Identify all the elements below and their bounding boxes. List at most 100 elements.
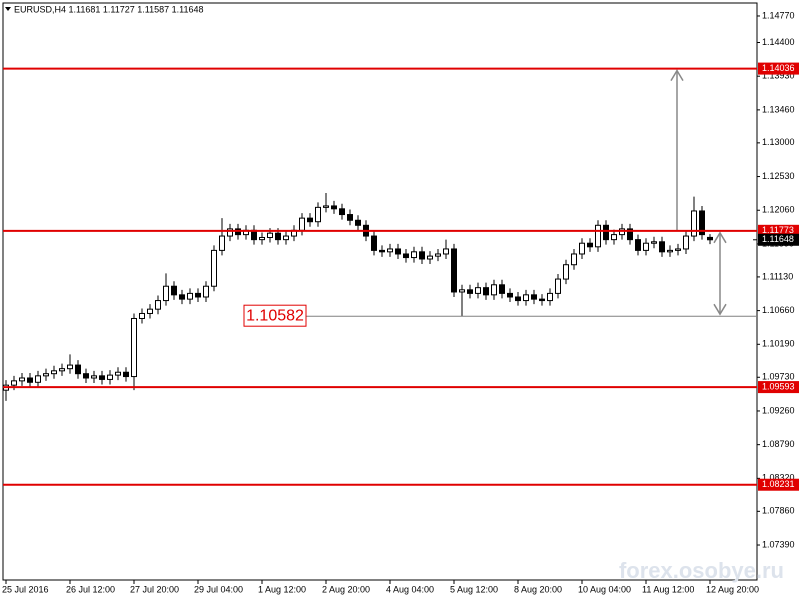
candle-body [203, 285, 209, 298]
candle-body [427, 255, 433, 260]
x-tick-label: 8 Aug 20:00 [514, 584, 562, 594]
candle-body [643, 242, 649, 251]
candle-body [267, 232, 273, 238]
y-tick-label: 1.08790 [762, 439, 795, 449]
candle-body [691, 210, 697, 237]
watermark: forex.osobye.ru [619, 558, 784, 583]
level-label-box [758, 381, 799, 394]
y-tick-label: 1.14400 [762, 37, 795, 47]
candle-body [595, 224, 601, 248]
y-tick-label: 1.07860 [762, 506, 795, 516]
candle-body [635, 239, 641, 251]
candle-body [499, 284, 505, 294]
candle-body [563, 264, 569, 280]
y-tick-label: 1.13460 [762, 104, 795, 114]
annotation-box [243, 304, 307, 327]
candle-body [491, 284, 497, 296]
candle-body [675, 248, 681, 251]
plot-frame [2, 2, 758, 581]
candle-body [219, 235, 225, 251]
candle-body [611, 234, 617, 241]
candle-body [707, 236, 713, 241]
candle-body [227, 228, 233, 237]
candle-body [395, 248, 401, 255]
candle-body [467, 289, 473, 294]
y-tick-label: 1.09730 [762, 372, 795, 382]
candle-body [35, 375, 41, 383]
candle-body [603, 224, 609, 241]
candle-body [19, 377, 25, 382]
x-tick-label: 1 Aug 12:00 [258, 584, 306, 594]
candle-body [539, 298, 545, 302]
y-tick-label: 1.10660 [762, 305, 795, 315]
level-label: 1.11773 [762, 225, 794, 235]
level-label: 1.08231 [762, 479, 795, 489]
level-label-box [758, 478, 799, 491]
candle-body [339, 208, 345, 216]
candle-body [107, 374, 113, 380]
candle-body [667, 249, 673, 253]
candle-body [187, 292, 193, 300]
arrow-head [713, 231, 727, 244]
level-label-box [758, 62, 799, 75]
candle-body [99, 375, 105, 380]
x-tick-label: 4 Aug 04:00 [386, 584, 434, 594]
candle-body [451, 248, 457, 293]
level-label: 1.14036 [762, 63, 795, 73]
candle-body [299, 217, 305, 231]
level-label: 1.09593 [762, 381, 795, 391]
x-tick-label: 27 Jul 20:00 [130, 584, 179, 594]
candle-body [67, 364, 73, 370]
candle-body [483, 287, 489, 296]
y-tick-label: 1.12530 [762, 171, 795, 181]
x-tick-label: 29 Jul 04:00 [194, 584, 243, 594]
candle-body [171, 285, 177, 296]
current-price-box [758, 233, 799, 246]
current-price-label: 1.11648 [762, 234, 794, 244]
candle-body [355, 219, 361, 226]
candle-body [699, 210, 705, 236]
candle-body [75, 364, 81, 375]
candle-body [147, 308, 153, 314]
candle-body [347, 214, 353, 221]
candle-body [123, 371, 129, 378]
candle-body [379, 249, 385, 253]
candle-body [571, 253, 577, 266]
candle-body [323, 205, 329, 208]
candle-body [419, 251, 425, 260]
y-tick-label: 1.13000 [762, 137, 795, 147]
x-tick-label: 10 Aug 04:00 [578, 584, 631, 594]
x-tick-label: 2 Aug 20:00 [322, 584, 370, 594]
candle-body [131, 317, 137, 378]
menu-icon[interactable] [5, 7, 11, 11]
candle-body [275, 232, 281, 241]
y-tick-label: 1.09260 [762, 405, 795, 415]
candle-body [115, 371, 121, 376]
candle-body [211, 249, 217, 287]
candle-body [435, 253, 441, 257]
candle-body [547, 292, 553, 302]
y-tick-label: 1.07390 [762, 539, 795, 549]
y-tick-label: 1.12060 [762, 205, 795, 215]
candle-body [531, 294, 537, 300]
y-tick-label: 1.13930 [762, 71, 795, 81]
candle-body [307, 217, 313, 223]
candle-body [459, 289, 465, 293]
candle-body [83, 373, 89, 379]
candle-body [371, 235, 377, 251]
candle-body [627, 228, 633, 241]
candle-body [51, 370, 57, 375]
candle-body [411, 251, 417, 259]
candle-body [515, 296, 521, 302]
candle-body [387, 248, 393, 253]
candle-body [179, 294, 185, 300]
candle-body [555, 278, 561, 294]
candle-body [403, 253, 409, 259]
x-tick-label: 12 Aug 20:00 [706, 584, 759, 594]
arrow-head [713, 303, 727, 316]
arrow-head [670, 69, 684, 81]
candle-body [43, 373, 49, 377]
candle-body [507, 292, 513, 298]
